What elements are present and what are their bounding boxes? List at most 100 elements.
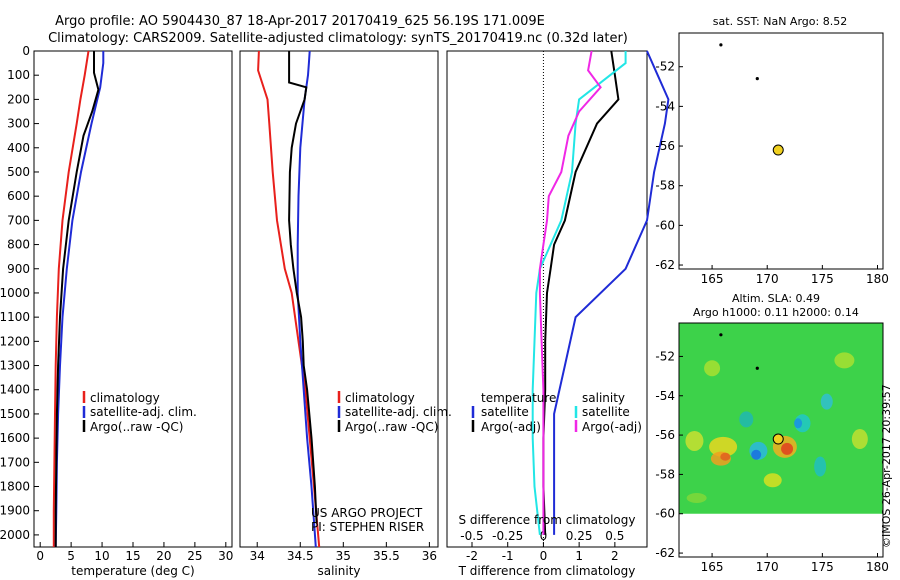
y-tick-label: 1200 bbox=[0, 334, 30, 348]
s-tick-label: 0 bbox=[540, 529, 548, 543]
map-x-tick-label: 180 bbox=[866, 560, 889, 574]
temperature-panel: 0100200300400500600700800900100011001200… bbox=[0, 44, 233, 578]
legend-s-argo: Argo(-adj) bbox=[582, 420, 642, 434]
x-tick-label: 0 bbox=[36, 549, 44, 563]
salinity-xlabel: salinity bbox=[317, 564, 360, 578]
map-x-tick-label: 180 bbox=[866, 272, 889, 286]
map-y-tick-label: -56 bbox=[655, 139, 675, 153]
legend-climatology: climatology bbox=[90, 391, 160, 405]
sst-map-panel: sat. SST: NaN Argo: 8.52 165 170 175 180 -52… bbox=[655, 15, 889, 286]
x-tick-label: 5 bbox=[67, 549, 75, 563]
legend-salinity-title: salinity bbox=[582, 391, 625, 405]
map-y-tick-label: -62 bbox=[655, 546, 675, 560]
figure-title-line2: Climatology: CARS2009. Satellite-adjuste… bbox=[48, 31, 628, 46]
s-tick-label: -0.5 bbox=[460, 529, 483, 543]
sla-anomaly-blob bbox=[763, 473, 782, 488]
sst-map-axes-ticks: 165 170 175 180 -52 -54 -56 -58 -60 -62 bbox=[655, 60, 889, 286]
series-line-blue bbox=[553, 50, 670, 535]
map-x-tick-label: 175 bbox=[811, 560, 834, 574]
legend-t-satellite: satellite bbox=[481, 405, 529, 419]
legend-climatology: climatology bbox=[345, 391, 415, 405]
y-tick-label: 800 bbox=[7, 238, 30, 252]
map-y-tick-label: -60 bbox=[655, 507, 675, 521]
y-tick-label: 400 bbox=[7, 141, 30, 155]
argo-float-marker bbox=[772, 144, 784, 156]
x-tick-label: 2 bbox=[611, 549, 619, 563]
x-tick-label: 10 bbox=[94, 549, 109, 563]
difference-lines bbox=[531, 50, 670, 536]
map-y-tick-label: -54 bbox=[655, 99, 675, 113]
salinity-panel: 34 34.5 35 35.5 36 salinity climatology sate… bbox=[239, 50, 452, 578]
x-tick-label: 34 bbox=[250, 549, 265, 563]
legend-t-argo: Argo(-adj) bbox=[481, 420, 541, 434]
y-tick-label: 2000 bbox=[0, 528, 30, 542]
series-line-black bbox=[288, 51, 318, 523]
difference-legend: temperature satellite Argo(-adj) salinit… bbox=[471, 391, 642, 434]
map-x-tick-label: 165 bbox=[701, 560, 724, 574]
map-y-tick-label: -58 bbox=[655, 179, 675, 193]
sla-anomaly-blob bbox=[709, 436, 738, 457]
island-marker bbox=[755, 366, 759, 370]
x-tick-label: 1 bbox=[575, 549, 583, 563]
legend-argo: Argo(..raw -QC) bbox=[90, 420, 183, 434]
difference-axes bbox=[446, 50, 648, 548]
legend-s-satellite: satellite bbox=[582, 405, 630, 419]
y-tick-label: 1300 bbox=[0, 359, 30, 373]
map-y-tick-label: -60 bbox=[655, 218, 675, 232]
sla-anomaly-blob bbox=[814, 456, 827, 477]
map-y-tick-label: -52 bbox=[655, 60, 675, 74]
project-annotation: US ARGO PROJECT bbox=[311, 506, 423, 520]
sst-map-title: sat. SST: NaN Argo: 8.52 bbox=[713, 15, 847, 28]
y-tick-label: 700 bbox=[7, 213, 30, 227]
temperature-x-axis: 0 5 10 15 20 25 30 bbox=[36, 542, 233, 563]
series-line-red bbox=[52, 50, 90, 547]
sla-anomaly-blob bbox=[751, 449, 762, 460]
y-tick-label: 1100 bbox=[0, 310, 30, 324]
salinity-axes bbox=[239, 50, 439, 548]
map-y-tick-label: -54 bbox=[655, 389, 675, 403]
x-tick-label: 0 bbox=[540, 549, 548, 563]
sla-anomaly-blob bbox=[685, 430, 704, 451]
y-tick-label: 200 bbox=[7, 92, 30, 106]
sla-anomaly-blob bbox=[820, 393, 833, 410]
y-tick-label: 1500 bbox=[0, 407, 30, 421]
x-tick-label: 20 bbox=[156, 549, 171, 563]
x-tick-label: 35.5 bbox=[373, 549, 400, 563]
legend-temperature-title: temperature bbox=[481, 391, 556, 405]
salinity-lines bbox=[257, 50, 321, 548]
argo-float-marker bbox=[772, 433, 784, 445]
map-y-tick-label: -62 bbox=[655, 258, 675, 272]
map-y-tick-label: -56 bbox=[655, 428, 675, 442]
map-y-tick-label: -58 bbox=[655, 467, 675, 481]
sla-map-points bbox=[719, 333, 784, 445]
legend-argo: Argo(..raw -QC) bbox=[345, 420, 438, 434]
y-tick-label: 1600 bbox=[0, 431, 30, 445]
map-x-tick-label: 170 bbox=[756, 560, 779, 574]
y-tick-label: 1700 bbox=[0, 455, 30, 469]
sla-anomaly-blob bbox=[720, 452, 731, 461]
s-tick-label: -0.25 bbox=[492, 529, 523, 543]
x-tick-label: -2 bbox=[466, 549, 478, 563]
sst-map-points bbox=[719, 43, 784, 156]
series-line-black bbox=[54, 51, 100, 547]
map-x-tick-label: 165 bbox=[701, 272, 724, 286]
map-x-tick-label: 170 bbox=[756, 272, 779, 286]
credit-stamp: ©IMOS 26-Apr-2017 20:39:57 bbox=[880, 384, 893, 548]
series-line-blue bbox=[296, 50, 317, 548]
y-tick-label: 500 bbox=[7, 165, 30, 179]
series-line-blue bbox=[54, 51, 105, 548]
island-marker bbox=[755, 77, 759, 81]
y-tick-label: 1000 bbox=[0, 286, 30, 300]
x-tick-label: 30 bbox=[218, 549, 233, 563]
y-tick-label: 900 bbox=[7, 262, 30, 276]
temperature-lines bbox=[52, 50, 105, 548]
figure-title-line1: Argo profile: AO 5904430_87 18-Apr-2017 … bbox=[55, 14, 545, 29]
s-difference-x-axis: -0.5 -0.25 0 0.25 0.5 bbox=[460, 529, 624, 543]
depth-axis: 0 100 200 300 400 500 600 700 800 900 1000 1100 1200… bbox=[0, 44, 39, 542]
y-tick-label: 100 bbox=[7, 68, 30, 82]
pi-annotation: PI: STEPHEN RISER bbox=[311, 520, 424, 534]
y-tick-label: 0 bbox=[22, 44, 30, 58]
y-tick-label: 1800 bbox=[0, 480, 30, 494]
map-y-tick-label: -52 bbox=[655, 349, 675, 363]
sla-map-panel: Altim. SLA: 0.49 Argo h1000: 0.11 h2000:… bbox=[655, 292, 889, 574]
